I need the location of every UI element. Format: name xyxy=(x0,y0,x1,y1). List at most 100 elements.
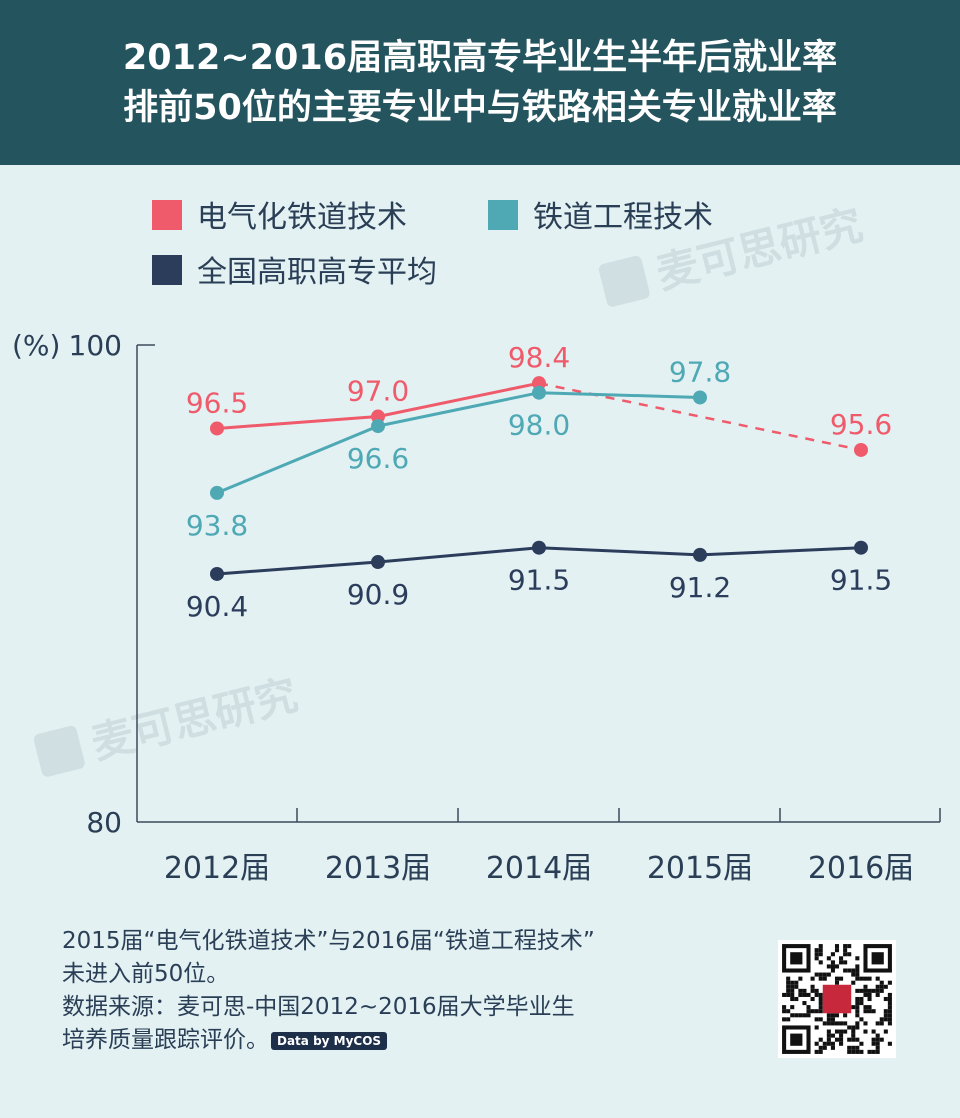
qr-module xyxy=(826,1033,831,1038)
qr-module xyxy=(830,1033,835,1038)
qr-module xyxy=(839,956,844,961)
qr-module xyxy=(822,976,827,981)
qr-module xyxy=(883,1017,888,1022)
qr-module xyxy=(843,948,848,953)
qr-module xyxy=(875,1037,880,1042)
qr-module xyxy=(839,976,844,981)
x-tick-label-2: 2013届 xyxy=(325,851,431,886)
qr-module xyxy=(851,972,856,977)
data-label-1-3: 98.4 xyxy=(508,341,570,374)
qr-module xyxy=(851,1029,856,1034)
qr-module xyxy=(794,984,799,989)
qr-module xyxy=(806,1013,811,1018)
watermark-group: 麦可思研究麦可思研究麦可思研究 xyxy=(33,200,867,777)
qr-module xyxy=(810,988,815,993)
qr-module xyxy=(818,948,823,953)
legend-swatch-2 xyxy=(488,200,518,230)
qr-module xyxy=(887,1009,892,1014)
data-point-3-3 xyxy=(532,540,546,555)
qr-module xyxy=(879,1017,884,1022)
qr-module xyxy=(830,1017,835,1022)
qr-module xyxy=(843,1029,848,1034)
qr-module xyxy=(810,984,815,989)
qr-module xyxy=(847,944,852,949)
title-line-1: 2012~2016届高职高专毕业生半年后就业率 xyxy=(122,37,838,78)
qr-module xyxy=(826,1029,831,1034)
qr-module xyxy=(867,988,872,993)
qr-module xyxy=(826,1041,831,1046)
qr-module xyxy=(843,944,848,949)
qr-module xyxy=(875,1041,880,1046)
data-point-1-5 xyxy=(854,442,868,457)
qr-module xyxy=(843,960,848,965)
qr-module xyxy=(806,992,811,997)
data-label-3-2: 90.9 xyxy=(347,578,409,611)
qr-module xyxy=(879,984,884,989)
qr-module xyxy=(863,1029,868,1034)
qr-module xyxy=(822,972,827,977)
data-label-3-4: 91.2 xyxy=(669,571,731,604)
qr-module xyxy=(818,976,823,981)
footnote-line-1: 2015届“电气化铁道技术”与2016届“铁道工程技术” xyxy=(62,928,595,954)
qr-module xyxy=(814,1049,819,1054)
qr-module xyxy=(806,1005,811,1010)
qr-module xyxy=(855,964,860,969)
qr-module xyxy=(883,1013,888,1018)
qr-module xyxy=(839,1029,844,1034)
data-label-3-3: 91.5 xyxy=(508,564,570,597)
qr-module xyxy=(875,976,880,981)
qr-module xyxy=(851,1049,856,1054)
qr-module xyxy=(786,1009,791,1014)
qr-module xyxy=(855,1009,860,1014)
qr-module xyxy=(839,1021,844,1026)
qr-module xyxy=(871,1029,876,1034)
qr-module xyxy=(818,1049,823,1054)
qr-module xyxy=(810,996,815,1002)
qr-module xyxy=(826,1017,831,1022)
qr-module xyxy=(818,944,823,949)
qr-module xyxy=(867,1009,872,1014)
series-1: 96.5 97.0 98.4 95.6 xyxy=(186,341,892,457)
qr-module xyxy=(834,980,840,985)
qr-module xyxy=(859,1001,864,1006)
qr-finder-core xyxy=(790,1033,803,1046)
data-label-1-2: 97.0 xyxy=(347,375,409,408)
qr-module xyxy=(782,1017,787,1022)
qr-module xyxy=(855,976,860,981)
qr-module xyxy=(818,1045,823,1050)
source-line-1: 数据来源：麦可思-中国2012~2016届大学毕业生 xyxy=(62,994,575,1020)
data-label-2-4: 97.8 xyxy=(669,355,731,388)
qr-module xyxy=(855,1049,860,1054)
qr-finder-core xyxy=(790,952,803,965)
qr-module xyxy=(843,1021,848,1026)
data-point-2-3 xyxy=(532,385,546,400)
watermark-2: 麦可思研究 xyxy=(33,670,302,777)
qr-module xyxy=(834,1021,840,1026)
qr-module xyxy=(839,1041,844,1046)
qr-module xyxy=(867,976,872,981)
qr-module xyxy=(887,992,892,997)
qr-center-logo-icon xyxy=(822,984,852,1014)
qr-module xyxy=(814,972,819,977)
qr-module xyxy=(859,988,864,993)
qr-module xyxy=(883,984,888,989)
qr-module xyxy=(851,980,856,985)
qr-module xyxy=(875,1045,880,1050)
qr-module xyxy=(887,1041,892,1046)
qr-module xyxy=(790,996,795,1002)
qr-module xyxy=(875,1021,880,1026)
qr-module xyxy=(839,1037,844,1042)
data-point-1-1 xyxy=(210,421,224,436)
qr-module xyxy=(851,1033,856,1038)
data-point-3-2 xyxy=(371,555,385,570)
qr-module xyxy=(830,964,835,969)
qr-module xyxy=(875,1049,880,1054)
qr-module xyxy=(887,996,892,1002)
qr-module xyxy=(822,1045,827,1050)
qr-module xyxy=(875,992,880,997)
qr-module xyxy=(855,968,860,973)
qr-module xyxy=(818,960,823,965)
qr-module xyxy=(830,1021,835,1026)
qr-module xyxy=(879,988,884,993)
